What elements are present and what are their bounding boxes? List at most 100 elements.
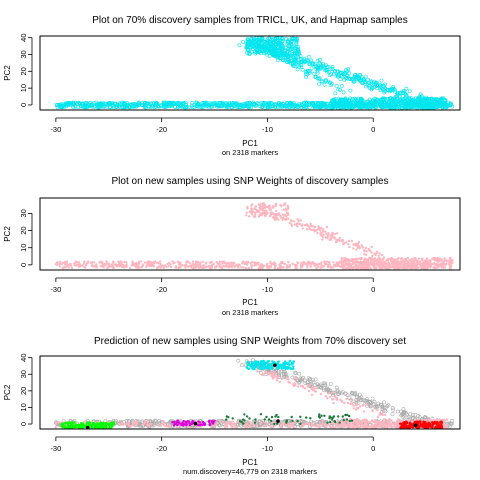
- data-point: [348, 423, 351, 426]
- data-point: [321, 420, 324, 423]
- data-point: [366, 99, 371, 104]
- data-point: [208, 101, 213, 106]
- data-point: [131, 104, 136, 108]
- data-point: [268, 215, 272, 218]
- data-point: [309, 222, 312, 226]
- data-point: [130, 264, 133, 267]
- data-point: [367, 258, 370, 262]
- data-point: [306, 385, 309, 388]
- data-point: [344, 267, 347, 270]
- data-point: [165, 265, 168, 269]
- data-point: [59, 104, 64, 109]
- data-point: [163, 424, 166, 427]
- data-point: [267, 373, 270, 376]
- data-point: [69, 264, 73, 267]
- data-point: [62, 105, 67, 109]
- data-point: [391, 422, 395, 426]
- data-point: [225, 425, 229, 428]
- data-point: [439, 263, 443, 266]
- data-point: [274, 42, 278, 47]
- data-point: [418, 260, 422, 263]
- data-point: [370, 98, 375, 103]
- data-point: [339, 84, 344, 88]
- data-point: [386, 426, 389, 430]
- data-point: [343, 265, 346, 268]
- data-point: [422, 105, 427, 110]
- data-point: [406, 256, 409, 260]
- data-point: [374, 405, 379, 410]
- data-point: [370, 251, 373, 254]
- data-point: [169, 265, 173, 269]
- data-point: [287, 260, 290, 264]
- data-point: [299, 266, 303, 269]
- data-point: [439, 259, 442, 262]
- y-tick-label: 20: [19, 67, 28, 75]
- data-point: [399, 257, 403, 260]
- data-point: [284, 56, 289, 61]
- data-point: [370, 102, 375, 106]
- data-point: [395, 426, 398, 429]
- data-point: [423, 266, 426, 269]
- data-point: [302, 56, 307, 61]
- data-point: [404, 86, 409, 91]
- data-point: [357, 425, 360, 428]
- data-point: [246, 205, 249, 209]
- y-tick-label: 10: [19, 244, 28, 252]
- data-point: [319, 423, 322, 426]
- data-point: [299, 264, 302, 267]
- data-point: [295, 67, 300, 72]
- data-point: [110, 265, 113, 268]
- data-point: [130, 104, 135, 109]
- data-point: [284, 360, 287, 363]
- data-point: [410, 267, 413, 270]
- data-point: [196, 425, 199, 428]
- data-point: [297, 371, 302, 376]
- data-point: [321, 235, 324, 239]
- x-tick-label: -20: [156, 285, 167, 294]
- data-point: [324, 236, 327, 239]
- data-point: [433, 257, 436, 260]
- data-point: [246, 104, 251, 109]
- data-point: [74, 261, 77, 264]
- data-point: [247, 266, 250, 270]
- data-point: [330, 67, 335, 72]
- data-point: [334, 232, 337, 236]
- data-point: [244, 45, 249, 49]
- data-point: [167, 425, 170, 428]
- data-point: [363, 257, 367, 260]
- data-point: [262, 265, 265, 268]
- x-tick-label: -20: [156, 125, 167, 134]
- data-point: [176, 260, 180, 263]
- data-point: [403, 102, 408, 106]
- data-point: [374, 263, 377, 266]
- data-point: [56, 261, 59, 264]
- data-point: [363, 79, 368, 84]
- data-point: [259, 206, 262, 209]
- data-point: [294, 264, 297, 267]
- data-point: [283, 262, 286, 265]
- data-point: [264, 421, 267, 424]
- data-point: [316, 264, 319, 267]
- data-point: [342, 263, 346, 266]
- data-point: [151, 263, 154, 266]
- data-point: [364, 426, 367, 429]
- data-point: [65, 101, 70, 106]
- data-point: [200, 105, 205, 110]
- data-point: [220, 104, 225, 109]
- data-point: [368, 421, 372, 424]
- data-point: [242, 266, 245, 269]
- data-point: [294, 44, 299, 49]
- data-point: [55, 102, 59, 107]
- y-tick-label: 0: [19, 263, 28, 267]
- data-point: [293, 103, 298, 108]
- data-point: [248, 101, 252, 105]
- data-point: [379, 264, 382, 267]
- data-point: [340, 399, 344, 403]
- data-point: [309, 58, 313, 63]
- data-point: [347, 261, 350, 265]
- data-point: [387, 265, 390, 268]
- data-point: [281, 218, 284, 221]
- data-point: [155, 102, 160, 107]
- data-point: [281, 363, 284, 366]
